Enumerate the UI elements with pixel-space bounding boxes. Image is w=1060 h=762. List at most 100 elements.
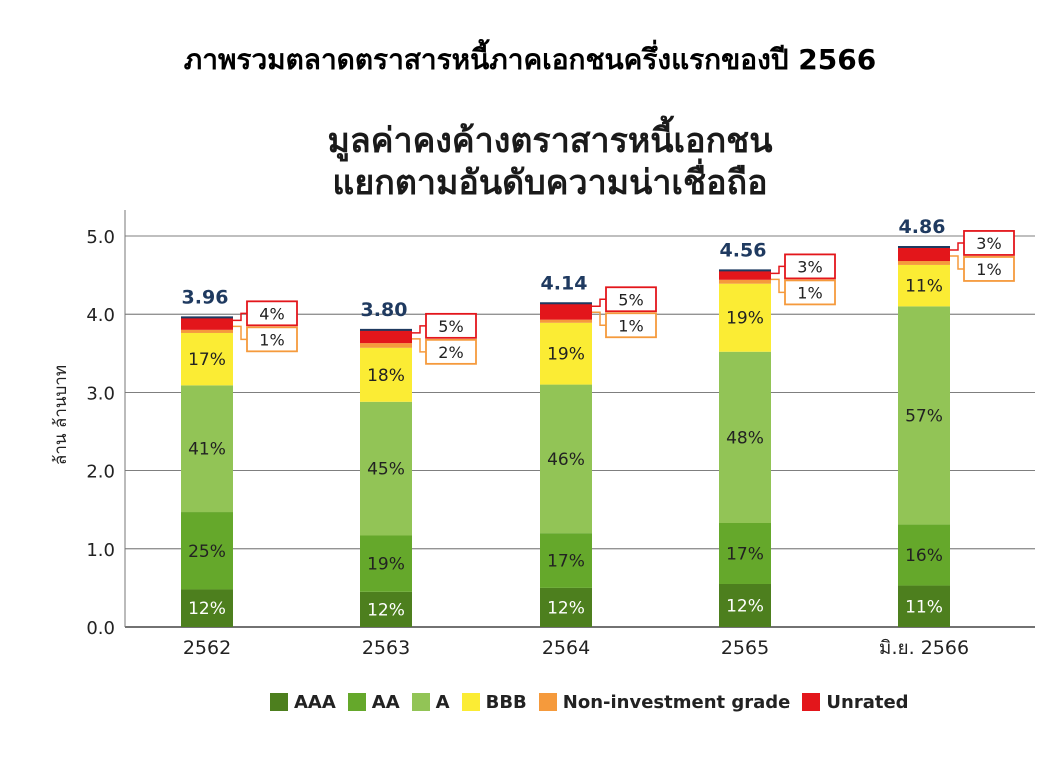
unrated-leader-line [950,242,964,251]
bar-segment-unrated [360,329,412,344]
legend-label: Unrated [826,691,909,713]
unrated-callout-box [605,286,657,313]
unrated-leader-line [592,298,606,308]
legend-swatch [347,693,366,711]
legend-item: Unrated [802,691,909,713]
unrated-leader-line [412,325,426,334]
data-label: 11% [905,277,943,297]
non-investment-label: 1% [976,260,1001,279]
legend-label: AAA [294,691,336,713]
bar-segment-aaa [360,591,412,627]
bar-segment-bbb [540,322,592,385]
bar-segment-a [540,384,592,534]
data-label: 17% [726,544,764,564]
legend-swatch [411,693,430,711]
bar-segment-aa [360,535,412,592]
unrated-label: 3% [797,257,822,276]
x-tick-label: 2563 [362,637,410,659]
bar-segment-aa [719,522,771,584]
bar-segment-aaa [540,587,592,627]
legend-label: BBB [485,691,527,713]
bar-segment-aa [898,524,950,586]
legend-item: AAA [270,692,336,713]
non-investment-callout-box [784,279,836,306]
non-investment-label: 1% [797,283,822,302]
bar-segment-a [181,385,233,513]
x-tick-label: มิ.ย. 2566 [879,637,969,659]
bar-segment-non-investment-grade [181,329,233,333]
bar-segment-aa [540,533,592,588]
page-title: ภาพรวมตลาดตราสารหนี้ภาคเอกชนครึ่งแรกของป… [183,43,877,76]
non-investment-callout-box [963,256,1015,282]
data-label: 12% [188,599,226,619]
bar-segment-unrated [540,303,592,320]
data-label: 17% [547,552,585,572]
bar-segment-a [898,306,950,525]
y-tick-label: 2.0 [86,462,115,483]
bar-segment-unrated [181,317,233,330]
bar-segment-non-investment-grade [360,343,412,348]
bar-segment-bbb [719,283,771,352]
non-investment-leader-line [771,278,785,294]
bar-segment-bbb [360,347,412,402]
bar-segment-non-investment-grade [898,261,950,265]
data-label: 45% [367,460,405,480]
data-label: 48% [726,428,764,448]
non-investment-label: 1% [259,330,284,349]
data-label: 12% [726,596,764,616]
legend-item: A [411,691,450,713]
legend-swatch [802,693,821,711]
x-tick-label: 2562 [183,637,231,659]
non-investment-label: 1% [618,316,643,335]
data-label: 18% [367,366,405,386]
total-label: 3.80 [361,299,408,321]
bar-segment-aaa [719,583,771,627]
bar-segment-aaa [181,589,233,627]
y-axis-label: ล้าน ล้านบาท [51,365,71,465]
unrated-leader-line [771,265,785,275]
non-investment-leader-line [412,338,426,353]
legend-item: Non-investment grade [538,692,790,713]
y-tick-label: 5.0 [86,227,115,248]
total-label: 3.96 [182,286,229,308]
legend-swatch [538,693,557,711]
data-label: 19% [726,309,764,329]
legend-swatch [270,693,288,711]
bar-segment-aa [181,512,233,590]
data-label: 17% [188,350,226,370]
non-investment-leader-line [950,255,964,270]
legend-swatch [461,693,480,711]
unrated-label: 3% [976,234,1001,253]
data-label: 25% [188,542,226,562]
data-label: 41% [188,440,226,460]
non-investment-callout-box [246,326,298,353]
total-label: 4.86 [899,216,946,238]
unrated-leader-line [233,312,247,322]
unrated-callout-box [425,312,477,339]
total-label: 4.14 [541,272,588,294]
data-label: 12% [547,598,585,618]
unrated-callout-box [963,230,1015,256]
bar-segment-bbb [898,264,950,307]
data-label: 57% [905,406,943,426]
data-label: 16% [905,546,943,566]
legend-label: AA [371,691,400,713]
bar-segment-a [360,401,412,536]
bar-segment-unrated [898,246,950,262]
unrated-label: 5% [438,317,463,336]
data-label: 46% [547,450,585,470]
total-label: 4.56 [720,239,767,261]
data-label: 11% [905,597,943,617]
bar-segment-non-investment-grade [719,279,771,284]
chart-title-line-2: แยกตามอันดับความน่าเชื่อถือ [332,163,768,203]
unrated-label: 4% [259,304,284,323]
legend-item: AA [347,691,400,713]
non-investment-label: 2% [438,343,463,362]
unrated-callout-box [784,253,836,280]
non-investment-callout-box [605,312,657,339]
legend-label: A [435,691,450,713]
bar-segment-non-investment-grade [540,319,592,323]
y-tick-label: 0.0 [86,618,115,639]
legend-item: BBB [461,691,527,713]
